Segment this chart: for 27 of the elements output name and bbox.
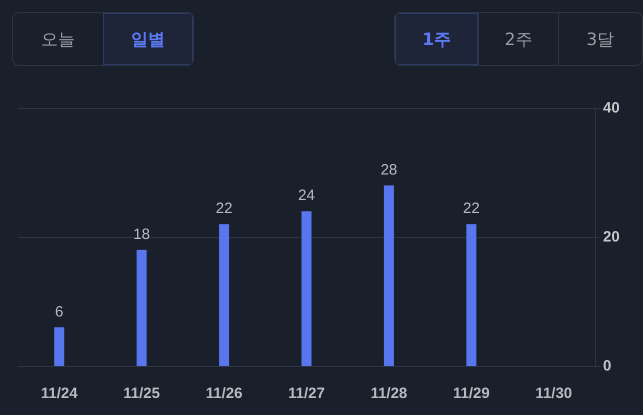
y-tick-label: 20 [603, 228, 620, 246]
bar [219, 224, 230, 366]
text: 1주 [395, 13, 478, 65]
bar [54, 327, 64, 366]
data-label: 18 [133, 226, 150, 243]
bar [384, 185, 394, 366]
text: 2주 [478, 13, 558, 65]
y-tick-label: 40 [603, 100, 620, 116]
text: 오늘 [40, 28, 76, 52]
data-label: 22 [463, 200, 480, 218]
x-tick-label: 11/28 [370, 385, 408, 402]
bar [136, 250, 147, 366]
text: 3달 [558, 13, 642, 65]
x-tick-label: 11/25 [123, 385, 160, 402]
text: 일별 [102, 13, 193, 65]
data-label: 22 [216, 200, 232, 218]
x-tick-label: 11/26 [206, 385, 242, 402]
bar [466, 224, 476, 366]
bar [302, 211, 312, 366]
x-tick-label: 11/30 [535, 385, 572, 402]
y-tick-label: 0 [603, 358, 612, 374]
data-label: 6 [55, 303, 64, 320]
x-tick-label: 11/29 [453, 385, 490, 402]
data-label: 28 [380, 161, 398, 178]
x-tick-label: 11/24 [40, 385, 78, 402]
x-tick-label: 11/27 [288, 385, 325, 402]
data-label: 24 [298, 187, 315, 204]
